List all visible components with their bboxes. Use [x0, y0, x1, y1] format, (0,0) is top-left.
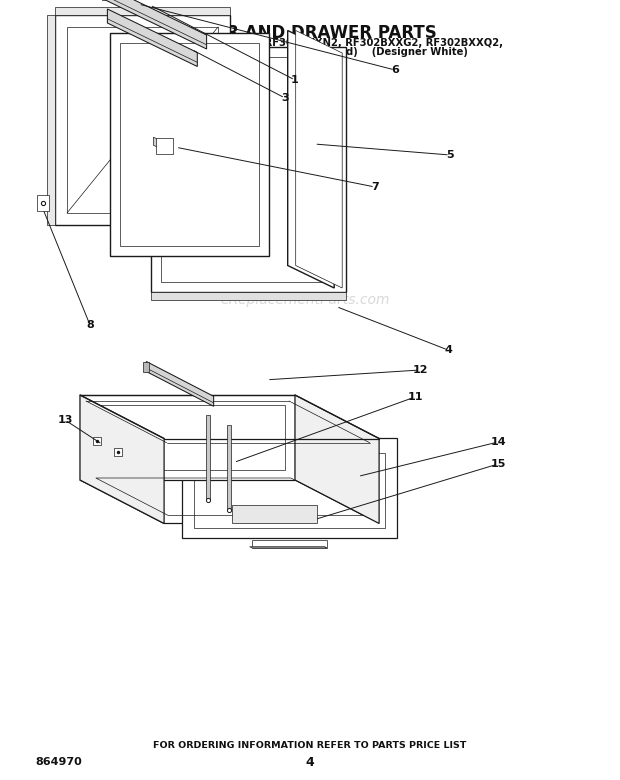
Polygon shape — [37, 195, 49, 211]
Text: 1: 1 — [291, 75, 299, 85]
Polygon shape — [288, 30, 334, 288]
Polygon shape — [93, 437, 101, 445]
Polygon shape — [107, 9, 197, 66]
Polygon shape — [227, 425, 231, 510]
Text: 864970: 864970 — [35, 757, 82, 767]
Polygon shape — [151, 292, 346, 300]
Text: 12: 12 — [412, 365, 428, 375]
Polygon shape — [80, 395, 295, 480]
Polygon shape — [55, 15, 230, 225]
Text: (White)    (Almond)         (Gold)    (Designer White): (White) (Almond) (Gold) (Designer White) — [152, 47, 468, 57]
Polygon shape — [80, 480, 379, 523]
Text: 4: 4 — [444, 345, 452, 355]
Polygon shape — [182, 438, 397, 537]
Text: 5: 5 — [446, 150, 454, 160]
Text: 7: 7 — [371, 182, 379, 192]
Text: DOOR AND DRAWER PARTS: DOOR AND DRAWER PARTS — [184, 24, 436, 42]
Polygon shape — [114, 448, 122, 456]
Text: 15: 15 — [490, 459, 506, 469]
Text: eReplacementParts.com: eReplacementParts.com — [220, 293, 390, 307]
Polygon shape — [55, 7, 230, 15]
Polygon shape — [161, 56, 336, 282]
Polygon shape — [295, 395, 379, 523]
Polygon shape — [193, 452, 384, 527]
Polygon shape — [104, 0, 206, 49]
Polygon shape — [143, 361, 149, 371]
Polygon shape — [231, 505, 316, 523]
Polygon shape — [110, 33, 268, 256]
Polygon shape — [47, 15, 55, 225]
Text: 3: 3 — [281, 93, 289, 103]
Text: 14: 14 — [490, 437, 506, 447]
Text: 8: 8 — [86, 320, 94, 330]
Text: 11: 11 — [407, 392, 423, 402]
Polygon shape — [250, 547, 327, 548]
Polygon shape — [151, 47, 346, 292]
Text: 13: 13 — [57, 415, 73, 425]
Polygon shape — [156, 138, 173, 154]
Text: FOR ORDERING INFORMATION REFER TO PARTS PRICE LIST: FOR ORDERING INFORMATION REFER TO PARTS … — [153, 740, 467, 750]
Polygon shape — [80, 395, 164, 523]
Text: For Model: RF302BXXW2, RF302BXXN2, RF302BXXG2, RF302BXXQ2,: For Model: RF302BXXW2, RF302BXXN2, RF302… — [118, 38, 502, 48]
Text: 6: 6 — [391, 65, 399, 75]
Polygon shape — [146, 361, 214, 406]
Polygon shape — [252, 540, 327, 548]
Text: 4: 4 — [306, 756, 314, 768]
Polygon shape — [90, 405, 285, 470]
Polygon shape — [153, 137, 172, 154]
Polygon shape — [120, 42, 259, 246]
Polygon shape — [296, 30, 342, 288]
Polygon shape — [67, 27, 218, 213]
Polygon shape — [206, 415, 210, 499]
